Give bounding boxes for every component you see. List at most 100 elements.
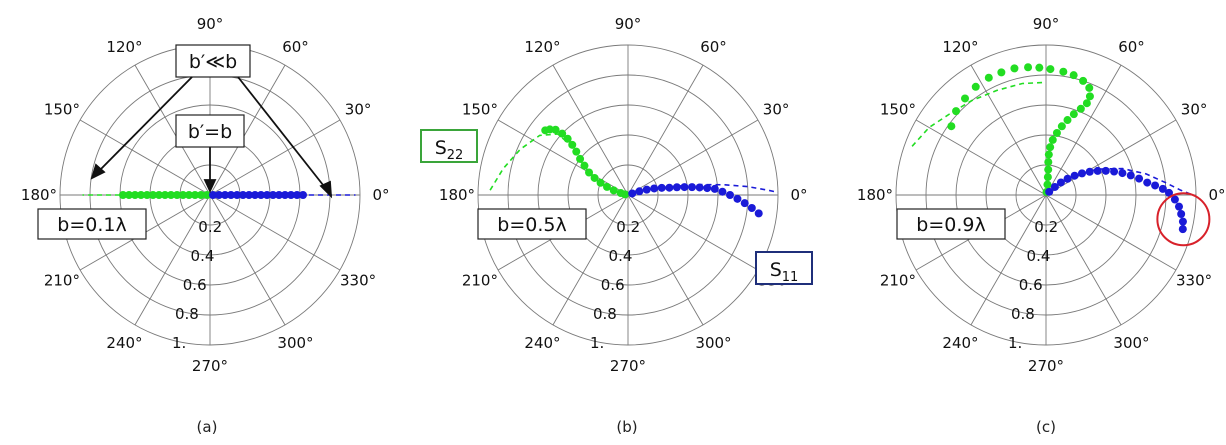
series-point [1178,225,1187,234]
series-point [572,147,581,156]
radial-tick-label: 0.4 [1027,247,1051,265]
grid-spoke [627,119,759,196]
series-point [1174,202,1183,211]
series-point [733,194,742,203]
series-point [1043,173,1052,182]
series-point [1158,184,1167,193]
angle-tick-label: 180° [439,186,475,204]
polar-chart-a: 0° 30° 60° 90° 120° 150° 180° 210° 240° 270° 300° 3… [21,15,390,436]
radial-tick-label: 1. [172,334,186,352]
s11-label: S11 [770,259,799,285]
series-point [665,183,674,192]
series-point [1044,165,1053,174]
radial-tick-label: 0.8 [175,305,199,323]
grid-spoke [209,194,286,326]
series-point [961,94,970,103]
series-point [997,68,1006,77]
series-point [275,191,283,199]
radial-tick-label: 0.6 [1019,276,1043,294]
radial-tick-label: 0.6 [601,276,625,294]
series-point [1101,166,1110,175]
series-point [1046,65,1055,74]
radial-tick-label: 0.8 [1011,305,1035,323]
polar-chart-b: 0°30°60°90°120°150°180°210°240°270°300°3… [420,15,813,436]
series-point [239,191,247,199]
series-point [1063,174,1072,183]
series-point [191,191,199,199]
series-point [740,199,749,208]
series-point [952,107,961,116]
b-label-box [37,208,147,240]
series-point [1069,71,1078,80]
series-point [1118,169,1127,178]
angle-tick-label: 300° [1113,334,1149,352]
arrow-left [96,76,193,174]
series-point [672,183,681,192]
series-point [1082,99,1091,108]
b-prime-much-less-box [175,44,251,78]
grid-spoke [552,194,629,326]
grid-spoke [497,119,629,196]
angle-tick-label: 90° [615,15,642,33]
series-point [119,191,127,199]
angle-tick-label: 90° [197,15,224,33]
series-point [221,191,229,199]
series-point [173,191,181,199]
angle-tick-label: 270° [192,357,228,375]
series-point [1079,76,1088,85]
series-point [1178,217,1187,226]
series-point [1151,181,1160,190]
b-value-label: b=0.5λ [497,214,566,236]
b-value-label: b=0.1λ [57,214,126,236]
arrowhead-center [203,179,217,194]
angle-tick-label: 30° [763,101,790,119]
angle-tick-label: 210° [44,272,80,290]
angle-tick-label: 300° [277,334,313,352]
grid-spoke [209,194,341,271]
series-point [568,140,577,149]
series-dashed-line [1051,167,1194,196]
angle-tick-label: 240° [942,334,978,352]
radial-tick-label: 0.2 [198,218,222,236]
angle-tick-label: 60° [282,38,309,56]
b-label-box [896,208,1006,240]
angle-tick-label: 240° [106,334,142,352]
series-point [137,191,145,199]
series-point [688,183,697,192]
series-point [1076,104,1085,113]
angle-tick-label: 0° [372,186,389,204]
angle-tick-label: 180° [857,186,893,204]
s22-label-box [420,129,478,163]
caption-b: (b) [616,418,637,436]
series-point [1126,171,1135,180]
series-point [1057,122,1066,131]
series-point [1069,110,1078,119]
caption-c: (c) [1036,418,1056,436]
angle-tick-label: 150° [44,101,80,119]
angle-tick-label: 270° [1028,357,1064,375]
series-point [1048,135,1057,144]
series-point [1010,64,1019,73]
radial-tick-label: 0.6 [183,276,207,294]
b-prime-equal-label: b′=b [188,121,232,143]
series-point [1177,209,1186,218]
series-point [1085,92,1094,101]
series-point [628,189,637,198]
series-point [1043,180,1052,189]
angle-tick-label: 120° [524,38,560,56]
grid-spoke [1045,194,1122,326]
series-point [1170,195,1179,204]
angle-tick-label: 330° [340,272,376,290]
series-point [1078,169,1087,178]
angle-tick-label: 210° [880,272,916,290]
series-point [1044,158,1053,167]
series-point [754,209,763,218]
series-point [1164,188,1173,197]
grid-spoke [627,194,759,271]
arrow-right [237,76,328,191]
series-dashed-line [911,81,1043,147]
grid-spoke [134,64,211,196]
series-point [1143,178,1152,187]
series-point [1059,67,1068,76]
